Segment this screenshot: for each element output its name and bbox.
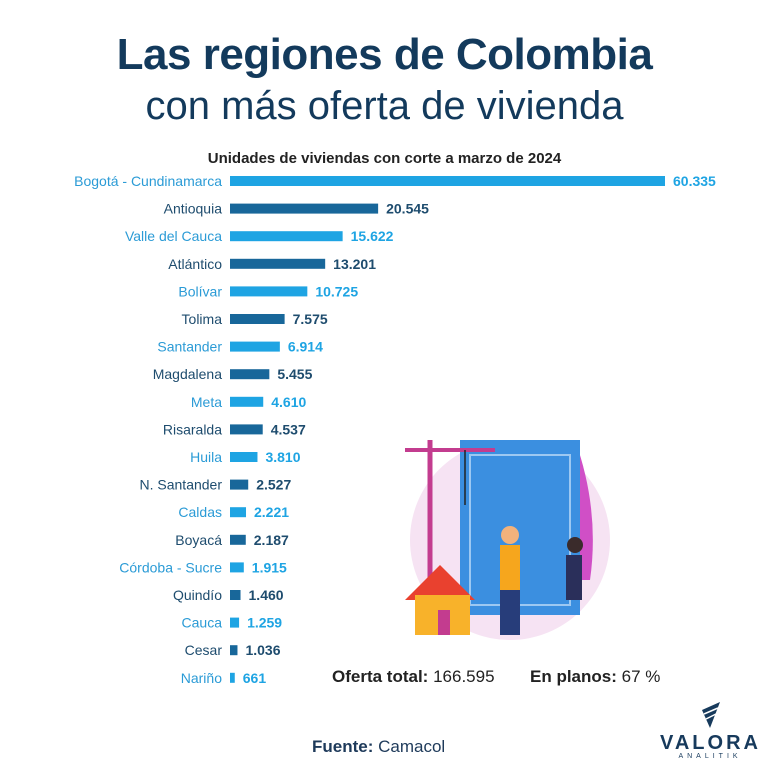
value-label: 2.221 — [254, 504, 289, 520]
category-label: Nariño — [181, 670, 222, 686]
category-label: Antioquia — [164, 201, 223, 217]
chart-title: Unidades de viviendas con corte a marzo … — [207, 150, 562, 167]
source: Fuente: Camacol — [312, 737, 445, 757]
value-label: 661 — [243, 670, 267, 686]
value-label: 20.545 — [386, 201, 429, 217]
value-label: 4.537 — [271, 421, 306, 437]
category-label: Cauca — [182, 615, 223, 631]
source-label: Fuente: — [312, 737, 374, 756]
category-label: Bolívar — [178, 283, 222, 299]
value-label: 6.914 — [288, 339, 323, 355]
value-label: 2.527 — [256, 477, 291, 493]
category-label: Caldas — [178, 504, 222, 520]
plans-value: 67 % — [621, 667, 661, 686]
value-label: 60.335 — [673, 173, 716, 189]
plans-share: En planos: 67 % — [530, 667, 660, 687]
category-label: Huila — [190, 449, 222, 465]
construction-illustration — [405, 440, 610, 640]
bar — [230, 314, 285, 324]
category-label: Córdoba - Sucre — [119, 559, 222, 575]
bar — [230, 645, 238, 656]
valora-logo: VALORA ANALITIK — [660, 702, 760, 760]
category-label: Magdalena — [153, 366, 222, 382]
bar — [230, 203, 379, 214]
total-label: Oferta total: — [332, 667, 429, 686]
bar — [230, 452, 258, 462]
total-value: 166.595 — [433, 667, 495, 686]
bar — [230, 424, 263, 435]
bar — [230, 672, 235, 683]
value-label: 1.259 — [247, 615, 282, 631]
bar — [230, 617, 240, 628]
bar — [230, 258, 326, 269]
value-label: 4.610 — [271, 394, 306, 410]
category-label: N. Santander — [140, 477, 223, 493]
bar — [230, 231, 343, 242]
title-line-2: con más oferta de vivienda — [145, 84, 624, 128]
title-line-1: Las regiones de Colombia — [116, 30, 653, 79]
value-label: 13.201 — [333, 256, 376, 272]
category-label: Quindío — [173, 587, 222, 603]
source-value: Camacol — [378, 737, 446, 756]
value-label: 1.036 — [245, 642, 280, 658]
bar — [230, 176, 665, 186]
bar — [230, 507, 247, 518]
total-offer: Oferta total: 166.595 — [332, 667, 495, 687]
bar — [230, 562, 244, 573]
category-label: Bogotá - Cundinamarca — [74, 173, 222, 189]
bar — [230, 534, 246, 545]
logo-text: VALORA — [660, 732, 761, 754]
value-label: 1.915 — [252, 559, 287, 575]
value-label: 5.455 — [277, 366, 312, 382]
category-label: Santander — [157, 339, 222, 355]
logo-wing-icon — [702, 702, 720, 728]
bar — [230, 369, 270, 380]
plans-label: En planos: — [530, 667, 617, 686]
bar — [230, 341, 280, 352]
category-label: Tolima — [182, 311, 223, 327]
value-label: 15.622 — [351, 228, 394, 244]
category-label: Boyacá — [175, 532, 222, 548]
bar — [230, 479, 249, 490]
bar — [230, 396, 264, 407]
bar — [230, 590, 241, 600]
value-label: 7.575 — [293, 311, 328, 327]
category-label: Cesar — [185, 642, 223, 658]
category-label: Atlántico — [168, 256, 222, 272]
logo-subtext: ANALITIK — [678, 753, 742, 760]
bar — [230, 286, 308, 297]
category-label: Valle del Cauca — [125, 228, 222, 244]
value-label: 3.810 — [265, 449, 300, 465]
value-label: 2.187 — [254, 532, 289, 548]
value-label: 10.725 — [315, 283, 358, 299]
category-label: Risaralda — [163, 421, 222, 437]
value-label: 1.460 — [249, 587, 284, 603]
category-label: Meta — [191, 394, 222, 410]
